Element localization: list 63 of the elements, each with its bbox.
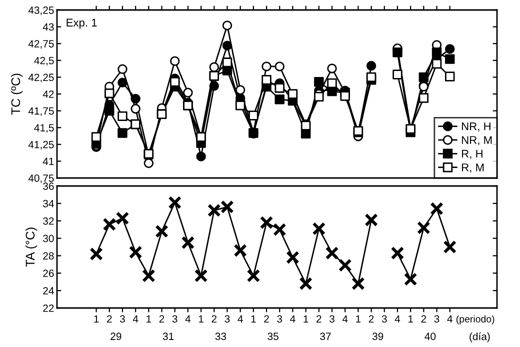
annotation: Exp. 1 [66, 18, 97, 29]
y-tick-label: 43,25 [28, 6, 54, 16]
x-tick-label: 1 [356, 315, 361, 322]
x-tick-label: 1 [251, 315, 256, 322]
y-tick-label: 34 [43, 200, 54, 208]
x-tick-label: 2 [421, 315, 426, 322]
x-tick-label: 4 [447, 315, 452, 322]
x-tick-label: 3 [277, 315, 282, 323]
x-tick-label: 4 [290, 315, 296, 322]
text: 40 [424, 332, 436, 340]
legend-label: NR, H [462, 122, 490, 132]
y-tick-label: 42 [42, 90, 54, 98]
y-tick-label: 22 [43, 304, 54, 312]
x-tick-label: 1 [198, 315, 204, 322]
y-tick-label: 32 [43, 217, 54, 225]
x-tick-label: 3 [120, 315, 125, 323]
y-tick-label: 43 [42, 23, 54, 31]
x-tick-label: 2 [368, 315, 374, 322]
y-tick-label: 41,5 [34, 124, 54, 133]
x-tick-label: 4 [185, 315, 191, 322]
text: 37 [320, 332, 331, 340]
x-tick-label: 1 [94, 315, 99, 322]
y-tick-label: 42,75 [28, 40, 54, 49]
x-tick-label: 3 [330, 315, 334, 323]
x-tick-label: 3 [382, 315, 387, 323]
text: 31 [162, 332, 174, 340]
y-tick-label: 42,25 [28, 74, 54, 82]
x-tick-label: 3 [224, 315, 230, 323]
text: 33 [215, 332, 226, 340]
y-tick-label: 40,75 [28, 174, 54, 184]
x-tick-label: 4 [394, 315, 400, 322]
y-tick-label: 42,5 [34, 56, 54, 66]
y-tick-label: 26 [43, 270, 54, 278]
y-tick-label: 36 [43, 182, 54, 190]
text: 39 [372, 332, 384, 340]
x-tick-label: 2 [107, 315, 112, 322]
text: 35 [268, 332, 278, 340]
x-tick-label: 2 [316, 315, 322, 322]
x-tick-label: 2 [212, 315, 217, 322]
y-tick-label: 30 [43, 234, 54, 242]
text: (día) [470, 332, 490, 342]
x-tick-label: 3 [172, 315, 178, 323]
x-tick-label: 2 [159, 315, 164, 322]
x-axis-title: (periodo) [456, 315, 494, 324]
x-tick-label: 4 [342, 315, 348, 322]
legend-label: R, H [462, 150, 482, 159]
x-tick-label: 4 [238, 315, 243, 322]
y-tick-label: 24 [43, 287, 54, 294]
x-tick-label: 4 [132, 315, 138, 322]
y-tick-label: 41 [42, 158, 54, 165]
x-tick-label: 3 [434, 315, 440, 323]
legend-label: R, M [462, 164, 484, 173]
x-tick-label: 1 [146, 315, 152, 322]
legend-label: NR, M [462, 136, 492, 146]
x-tick-label: 1 [304, 315, 308, 322]
x-tick-label: 2 [264, 315, 269, 322]
y-tick-label: 41,75 [28, 107, 54, 116]
y-tick-label: 41,25 [28, 140, 54, 150]
y-axis-title: TA (°C) [25, 228, 38, 267]
y-axis-title: TC (ºC) [10, 74, 23, 115]
x-tick-label: 1 [408, 315, 413, 322]
y-tick-label: 28 [43, 252, 54, 260]
text: 29 [110, 332, 122, 340]
